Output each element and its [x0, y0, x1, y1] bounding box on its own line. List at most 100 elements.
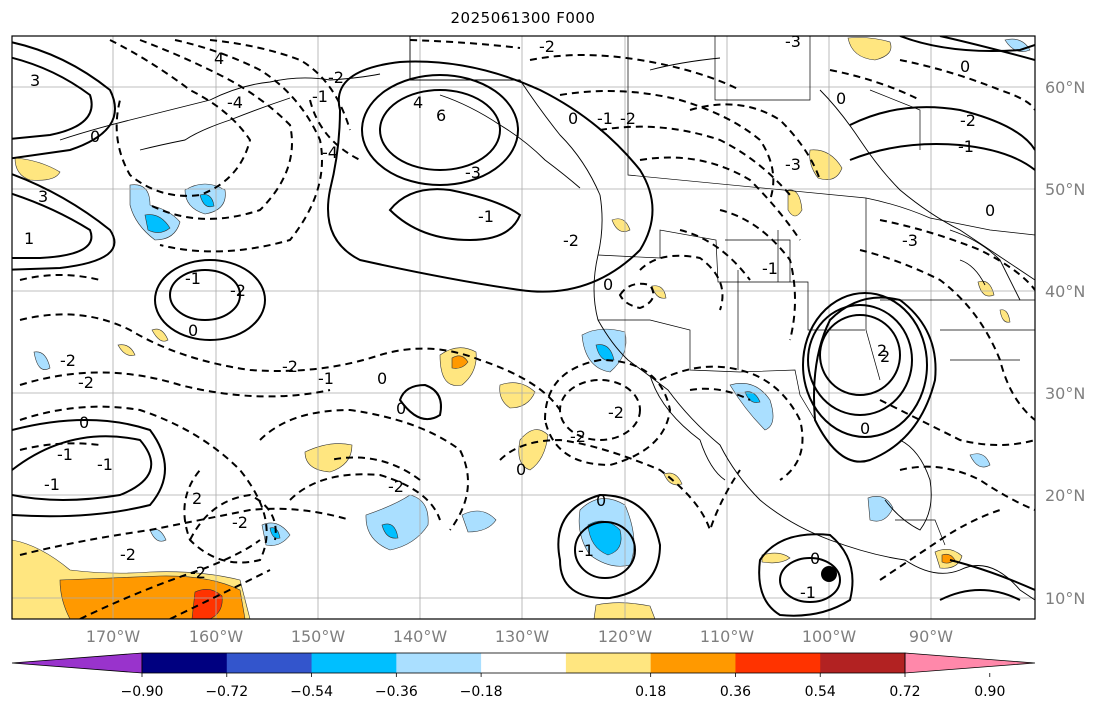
contour-label: -2 — [570, 427, 586, 446]
map-area: 4 6 -2 0 -1 -2 -3 -3 0 -2 0 -1 0 -3 4 3 … — [12, 36, 1035, 619]
contour-label: 0 — [596, 491, 606, 510]
contour-neg-mexico-2 — [689, 387, 751, 401]
contour-neg-west-us-1 — [719, 209, 796, 341]
contour-high-pacific-inner — [388, 188, 522, 242]
colorbar-swatch — [820, 653, 906, 673]
contour-label: -2 — [388, 477, 404, 496]
colorbar-tick-label: 0.90 — [974, 684, 1005, 700]
colorbar: −0.90 −0.72 −0.54 −0.36 −0.18 0.18 0.36 0.54 0.7… — [11, 652, 1036, 700]
contour-neg-sw-band — [19, 507, 351, 556]
colorbar-swatch — [311, 653, 397, 673]
colorbar-swatch — [565, 653, 652, 673]
contour-label: -2 — [120, 545, 136, 564]
contour-neg-ne-1 — [899, 59, 1035, 111]
contour-neg-sw-diag-1 — [79, 539, 261, 619]
shade-north-1 — [847, 37, 892, 61]
contour-neg-east-5 — [879, 509, 1001, 581]
contour-neg-mexico-1 — [659, 365, 804, 481]
contour-label: 0 — [516, 460, 526, 479]
shade-small-4 — [977, 281, 995, 297]
contour-high-west-1 — [169, 269, 241, 321]
contour-sw-1 — [12, 435, 153, 501]
positive-contours — [12, 36, 1035, 617]
shade-small-1 — [151, 328, 169, 342]
contour-label: -2 — [78, 373, 94, 392]
contour-ne-top — [899, 36, 1035, 52]
contour-high-pacific-3 — [327, 60, 654, 293]
lat-label: 60°N — [1045, 78, 1085, 97]
contour-high-pacific-2 — [361, 74, 519, 186]
contour-label: 1 — [24, 229, 34, 248]
shade-small-6 — [651, 285, 667, 299]
lat-label: 30°N — [1045, 384, 1085, 403]
shade-small-5 — [663, 472, 683, 486]
contour-label: 0 — [836, 89, 846, 108]
map-title: 2025061300 F000 — [450, 9, 596, 27]
colorbar-swatch — [650, 653, 736, 673]
contour-neg-gulf-alaska-2 — [139, 39, 293, 220]
contour-neg-east-3 — [879, 399, 1035, 446]
contour-label: -1 — [762, 259, 778, 278]
lon-label: 110°W — [700, 627, 755, 646]
shade-ocean-1-core — [451, 355, 469, 369]
contour-label: -2 — [539, 37, 555, 56]
contour-neg-gulf-alaska-1 — [109, 39, 252, 197]
contour-nw-2 — [12, 56, 93, 140]
shade-small-3 — [611, 218, 631, 232]
map-background — [12, 36, 1035, 619]
contour-label-group: 4 6 -2 0 -1 -2 -3 -3 0 -2 0 -1 0 -3 4 3 … — [24, 36, 995, 602]
colorbar-swatch — [396, 653, 482, 673]
colorbar-tick-label: −0.54 — [290, 684, 333, 700]
lon-label: 140°W — [393, 627, 448, 646]
contour-high-west-2 — [154, 259, 266, 341]
contour-neg-ocean-band-4 — [259, 408, 469, 531]
contour-neg-sw-diag-2 — [169, 569, 271, 619]
contour-label: -1 — [312, 87, 328, 106]
contour-ocean-1 — [574, 521, 636, 579]
shade-neg-mexico-core — [744, 391, 761, 403]
contour-ne-2 — [849, 143, 1035, 171]
contour-label: -2 — [282, 357, 298, 376]
shade-ocean-3 — [518, 429, 549, 471]
shade-neg-west-2-core — [199, 194, 215, 208]
map-frame — [11, 35, 1036, 620]
lat-label: 50°N — [1045, 180, 1085, 199]
lon-label: 160°W — [189, 627, 244, 646]
contour-neg-east-4 — [899, 465, 1035, 511]
contour-neg-gulf-alaska-4 — [209, 39, 351, 131]
contour-neg-north-3 — [599, 125, 791, 196]
contour-neg-ocean-band-5 — [499, 438, 741, 534]
contour-neg-ocean-band-1 — [19, 313, 561, 411]
contour-label: 0 — [860, 419, 870, 438]
contour-label: -2 — [190, 563, 206, 582]
shade-west-1 — [14, 157, 61, 181]
contour-label: 0 — [810, 549, 820, 568]
coastlines — [59, 36, 1035, 601]
contour-se-1 — [949, 559, 1035, 591]
contour-neg-north-4 — [639, 156, 801, 241]
contour-label: 0 — [90, 127, 100, 146]
contour-label: -1 — [800, 583, 816, 602]
contour-neg-baja-offshore-2 — [543, 358, 672, 467]
contour-label: 3 — [30, 71, 40, 90]
contour-high-pacific-1 — [379, 89, 501, 171]
contour-label: -1 — [958, 137, 974, 156]
contour-mexico-1 — [779, 557, 841, 603]
contour-neg-top-1 — [409, 39, 521, 49]
colorbar-tick-label: −0.90 — [121, 684, 164, 700]
contour-label: 2 — [877, 341, 887, 360]
contour-label: 0 — [188, 321, 198, 340]
colorbar-outline — [141, 652, 906, 674]
contour-label: -1 — [97, 455, 113, 474]
contour-label: -2 — [620, 109, 636, 128]
contour-neg-ocean-loop-2 — [289, 473, 441, 521]
lon-label: 120°W — [598, 627, 653, 646]
contour-label: 0 — [79, 413, 89, 432]
longitude-axis: 170°W 160°W 150°W 140°W 130°W 120°W 110°… — [86, 627, 953, 646]
lon-label: 130°W — [495, 627, 550, 646]
shade-neg-ocean-1 — [365, 494, 429, 551]
contour-label: -2 — [232, 513, 248, 532]
contour-ocean-2 — [557, 493, 662, 600]
shade-small-2 — [117, 344, 136, 356]
contour-label: -2 — [230, 281, 246, 300]
